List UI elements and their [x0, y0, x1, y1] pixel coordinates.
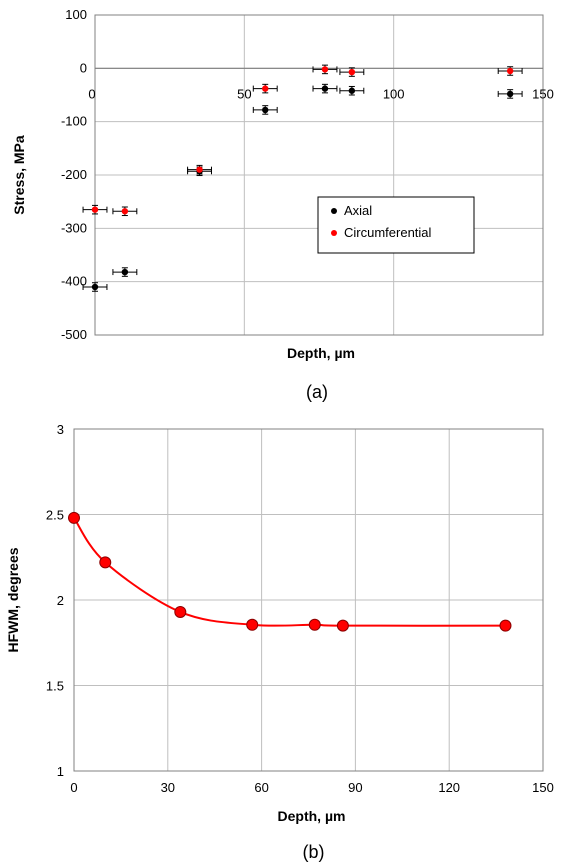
x-tick-label: 150	[532, 86, 554, 101]
data-point-circumferential	[262, 85, 269, 92]
y-tick-label: 0	[80, 60, 87, 75]
x-tick-label: 90	[348, 780, 362, 795]
data-point-circumferential	[91, 206, 99, 213]
y-tick-label: 1	[57, 764, 64, 779]
y-axis-title: HFWM, degrees	[5, 547, 21, 652]
data-point-axial	[262, 106, 269, 114]
y-tick-label: -100	[61, 114, 87, 129]
data-point	[499, 619, 512, 632]
plot-area-border	[94, 14, 544, 336]
legend-label: Circumferential	[344, 225, 432, 240]
data-point-axial	[506, 90, 514, 98]
data-point-axial	[348, 87, 356, 94]
y-tick-label: -400	[61, 274, 87, 289]
panel-label: (b)	[303, 842, 325, 862]
y-tick-label: 2	[57, 593, 64, 608]
data-point-axial	[321, 85, 329, 92]
data-point-circumferential	[348, 68, 356, 76]
legend-label: Axial	[344, 203, 372, 218]
y-tick-label: 3	[57, 422, 64, 437]
series-line	[73, 517, 506, 627]
data-point-circumferential	[196, 166, 203, 173]
legend-marker	[331, 230, 337, 236]
data-point-circumferential	[321, 66, 329, 73]
y-tick-label: -500	[61, 327, 87, 342]
x-tick-label: 0	[88, 86, 95, 101]
plot-area-border	[73, 428, 544, 772]
x-axis-title: Depth, µm	[278, 808, 346, 824]
y-tick-label: 2.5	[46, 508, 64, 523]
y-tick-label: 100	[65, 7, 87, 22]
x-tick-label: 0	[70, 780, 77, 795]
y-tick-label: 1.5	[46, 679, 64, 694]
x-tick-label: 100	[383, 86, 405, 101]
legend: Axial Circumferential	[317, 196, 475, 254]
data-point	[68, 511, 80, 524]
data-point	[336, 619, 349, 632]
panel-b: 3 2.5 2 1.5 10 30 60 90 120 150 Depth, µm HFWM, deg…	[5, 422, 554, 862]
x-axis-title: Depth, µm	[287, 345, 355, 361]
x-tick-label: 60	[254, 780, 268, 795]
legend-box	[317, 196, 475, 254]
y-axis-title: Stress, MPa	[11, 135, 27, 215]
data-point-axial	[121, 268, 129, 276]
x-tick-label: 120	[438, 780, 460, 795]
data-point-circumferential	[506, 67, 514, 75]
y-tick-label: -300	[61, 220, 87, 235]
legend-marker	[331, 208, 337, 214]
data-point	[246, 618, 259, 631]
x-tick-label: 50	[237, 86, 251, 101]
x-tick-label: 150	[532, 780, 554, 795]
y-tick-label: -200	[61, 167, 87, 182]
data-point	[99, 556, 112, 569]
x-tick-label: 30	[161, 780, 175, 795]
panel-label: (a)	[306, 382, 328, 402]
data-point-axial	[91, 283, 99, 291]
data-point	[308, 618, 321, 631]
data-point-circumferential	[121, 208, 129, 215]
data-point	[174, 605, 187, 618]
